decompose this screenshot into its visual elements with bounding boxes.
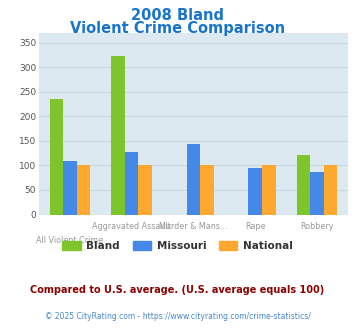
Bar — [138, 165, 152, 215]
Bar — [324, 165, 337, 215]
Bar — [200, 165, 214, 215]
Bar — [262, 165, 275, 215]
Text: Aggravated Assault: Aggravated Assault — [92, 222, 171, 231]
Legend: Bland, Missouri, National: Bland, Missouri, National — [58, 237, 297, 255]
Bar — [50, 99, 63, 214]
Text: All Violent Crime: All Violent Crime — [36, 236, 104, 245]
Text: Compared to U.S. average. (U.S. average equals 100): Compared to U.S. average. (U.S. average … — [31, 285, 324, 295]
Bar — [310, 172, 324, 214]
Bar — [63, 160, 77, 214]
Text: © 2025 CityRating.com - https://www.cityrating.com/crime-statistics/: © 2025 CityRating.com - https://www.city… — [45, 312, 310, 321]
Bar — [187, 144, 200, 214]
Bar — [111, 56, 125, 214]
Text: Rape: Rape — [245, 222, 266, 231]
Bar — [125, 152, 138, 214]
Text: Robbery: Robbery — [300, 222, 334, 231]
Text: Murder & Mans...: Murder & Mans... — [159, 222, 228, 231]
Text: Violent Crime Comparison: Violent Crime Comparison — [70, 21, 285, 36]
Bar — [248, 168, 262, 214]
Bar — [297, 155, 310, 214]
Text: 2008 Bland: 2008 Bland — [131, 8, 224, 23]
Bar — [77, 165, 90, 215]
